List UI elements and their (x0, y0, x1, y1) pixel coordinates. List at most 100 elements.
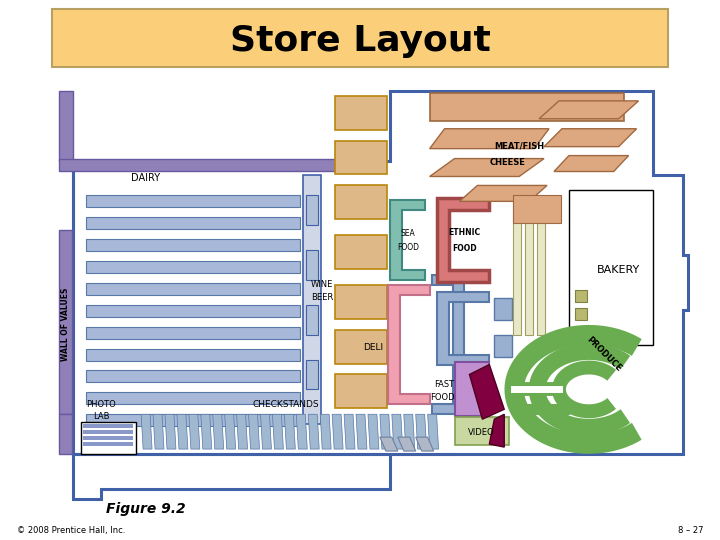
Text: PHOTO: PHOTO (86, 400, 116, 409)
Bar (86, 370, 300, 382)
Bar (86, 327, 300, 339)
Polygon shape (165, 414, 176, 449)
Bar (86, 305, 300, 317)
Bar (454, 417, 509, 445)
Polygon shape (436, 292, 490, 365)
Polygon shape (459, 185, 547, 201)
Bar (81, 422, 136, 454)
Bar (335, 374, 387, 408)
Text: 8 – 27: 8 – 27 (678, 526, 703, 535)
Text: VIDEO: VIDEO (468, 428, 495, 437)
Bar (84, 436, 133, 440)
Bar (525, 200, 533, 335)
Bar (513, 195, 561, 223)
Bar (495, 335, 512, 356)
Polygon shape (392, 414, 402, 449)
Polygon shape (344, 414, 355, 449)
Polygon shape (469, 364, 504, 419)
Text: Store Layout: Store Layout (230, 24, 490, 58)
Polygon shape (380, 437, 398, 451)
Bar (335, 235, 387, 269)
Bar (58, 159, 382, 171)
Polygon shape (284, 414, 295, 449)
Polygon shape (380, 414, 391, 449)
Bar (430, 93, 624, 121)
Polygon shape (308, 414, 319, 449)
Polygon shape (356, 414, 367, 449)
Text: FOOD: FOOD (397, 242, 419, 252)
Polygon shape (225, 414, 235, 449)
Text: CHEESE: CHEESE (490, 158, 525, 167)
Bar (569, 191, 654, 345)
Text: FOOD: FOOD (430, 393, 454, 402)
Bar (575, 290, 587, 302)
Text: ETHNIC: ETHNIC (449, 228, 480, 237)
Bar (495, 298, 512, 320)
Bar (454, 361, 490, 416)
Text: LAB: LAB (93, 411, 109, 421)
Bar (86, 261, 300, 273)
Bar (86, 414, 300, 426)
Text: FOOD: FOOD (452, 244, 477, 253)
Polygon shape (248, 414, 259, 449)
Polygon shape (554, 156, 629, 172)
Bar (52, 9, 668, 67)
Bar (86, 195, 300, 207)
Bar (335, 140, 387, 174)
Polygon shape (398, 437, 415, 451)
Bar (58, 91, 73, 160)
Bar (86, 393, 300, 404)
Polygon shape (431, 275, 464, 414)
Polygon shape (430, 159, 544, 177)
Polygon shape (415, 437, 433, 451)
Bar (306, 195, 318, 225)
Bar (575, 308, 587, 320)
Polygon shape (490, 414, 504, 447)
Bar (306, 250, 318, 280)
Bar (86, 283, 300, 295)
Polygon shape (261, 414, 271, 449)
Text: SEA: SEA (400, 229, 415, 238)
Polygon shape (141, 414, 152, 449)
Polygon shape (415, 414, 427, 449)
Bar (86, 217, 300, 229)
Text: BAKERY: BAKERY (597, 265, 640, 275)
Polygon shape (201, 414, 212, 449)
Polygon shape (544, 129, 636, 147)
Bar (86, 239, 300, 251)
Bar (335, 330, 387, 363)
Bar (84, 442, 133, 446)
Polygon shape (539, 101, 639, 119)
Polygon shape (177, 414, 188, 449)
Polygon shape (436, 198, 490, 282)
Bar (537, 200, 545, 335)
Bar (84, 430, 133, 434)
Bar (513, 200, 521, 335)
Text: DAIRY: DAIRY (131, 173, 161, 184)
Text: WINE: WINE (311, 280, 333, 289)
Polygon shape (428, 414, 438, 449)
Bar (84, 424, 133, 428)
Bar (58, 230, 73, 414)
Bar (306, 360, 318, 389)
Polygon shape (189, 414, 200, 449)
Bar (58, 414, 73, 454)
Polygon shape (430, 129, 549, 148)
Text: © 2008 Prentice Hall, Inc.: © 2008 Prentice Hall, Inc. (17, 526, 125, 535)
Polygon shape (368, 414, 379, 449)
Polygon shape (213, 414, 224, 449)
Polygon shape (388, 285, 430, 404)
Bar (86, 349, 300, 361)
Text: WALL OF VALUES: WALL OF VALUES (61, 288, 70, 361)
Polygon shape (404, 414, 415, 449)
Polygon shape (390, 200, 425, 280)
Text: Figure 9.2: Figure 9.2 (107, 502, 186, 516)
Text: BEER: BEER (311, 293, 333, 302)
Polygon shape (153, 414, 164, 449)
Text: FAST: FAST (434, 380, 454, 389)
Polygon shape (272, 414, 284, 449)
Text: PRODUCE: PRODUCE (585, 335, 623, 374)
Polygon shape (297, 414, 307, 449)
Polygon shape (332, 414, 343, 449)
Text: DELI: DELI (363, 343, 383, 352)
